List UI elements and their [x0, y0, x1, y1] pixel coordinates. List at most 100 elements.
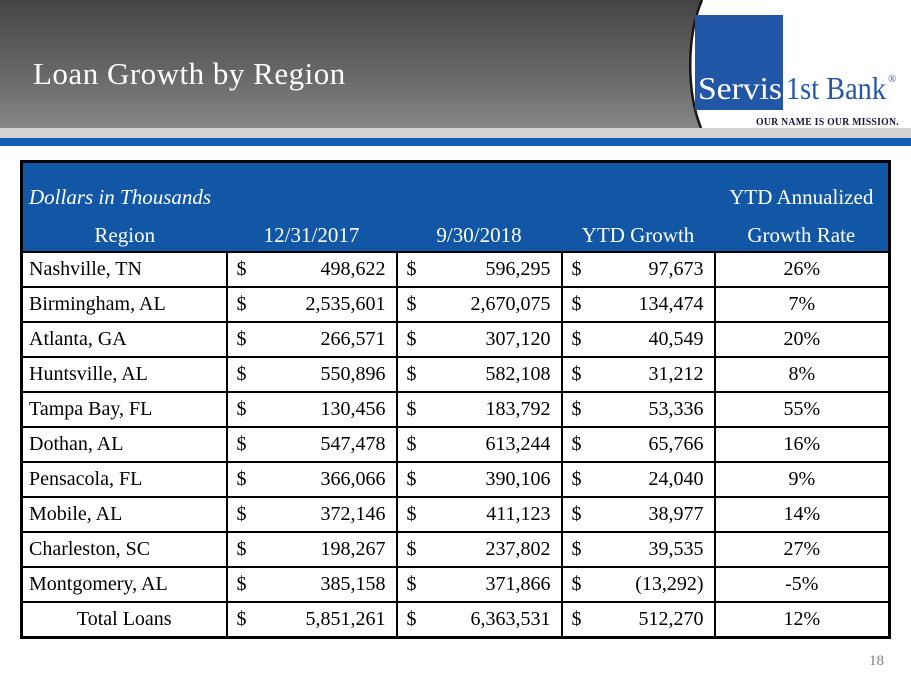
currency-symbol: $ — [406, 608, 417, 630]
currency-symbol: $ — [406, 363, 417, 385]
currency-symbol: $ — [571, 503, 582, 525]
currency-symbol: $ — [571, 433, 582, 455]
currency-symbol: $ — [406, 573, 417, 595]
currency-symbol: $ — [236, 363, 247, 385]
value-text: 266,571 — [320, 328, 386, 350]
value-2018-cell: $582,108 — [395, 356, 563, 393]
value-2017-cell: $547,478 — [225, 426, 398, 463]
ytd-growth-cell: $31,212 — [560, 356, 716, 393]
currency-symbol: $ — [571, 293, 582, 315]
currency-symbol: $ — [571, 398, 582, 420]
growth-rate-cell: 8% — [713, 356, 891, 393]
value-text: 198,267 — [320, 538, 386, 560]
value-2017-cell: $130,456 — [225, 391, 398, 428]
value-text: 390,106 — [485, 468, 551, 490]
currency-symbol: $ — [406, 258, 417, 280]
table-body: Nashville, TN $498,622 $596,295 $97,673 … — [20, 251, 891, 639]
total-growth-rate-cell: 12% — [713, 601, 891, 639]
currency-symbol: $ — [236, 258, 247, 280]
currency-symbol: $ — [236, 538, 247, 560]
region-cell: Dothan, AL — [20, 426, 228, 463]
total-2017-cell: $5,851,261 — [225, 601, 398, 639]
value-text: 613,244 — [485, 433, 551, 455]
accent-stripe-blue — [0, 138, 911, 146]
value-2018-cell: $371,866 — [395, 566, 563, 603]
value-2018-cell: $613,244 — [395, 426, 563, 463]
currency-symbol: $ — [571, 258, 582, 280]
ytd-growth-cell: $53,336 — [560, 391, 716, 428]
region-cell: Nashville, TN — [20, 251, 228, 288]
table-row: Dothan, AL $547,478 $613,244 $65,766 16% — [20, 426, 891, 463]
currency-symbol: $ — [571, 573, 582, 595]
value-text: 547,478 — [320, 433, 386, 455]
value-text: 385,158 — [320, 573, 386, 595]
region-cell: Montgomery, AL — [20, 566, 228, 603]
value-2018-cell: $411,123 — [395, 496, 563, 533]
value-text: 97,673 — [648, 258, 704, 280]
ytd-growth-cell: $134,474 — [560, 286, 716, 323]
value-text: 5,851,261 — [305, 608, 386, 630]
currency-symbol: $ — [236, 328, 247, 350]
page-title: Loan Growth by Region — [33, 56, 346, 91]
value-2018-cell: $307,120 — [395, 321, 563, 358]
ytd-growth-cell: $65,766 — [560, 426, 716, 463]
value-text: 31,212 — [648, 363, 704, 385]
value-text: 411,123 — [486, 503, 551, 525]
total-label-cell: Total Loans — [20, 601, 228, 639]
value-text: 512,270 — [638, 608, 704, 630]
ytd-growth-cell: $ (13,292) — [560, 566, 716, 603]
value-text: 237,802 — [485, 538, 551, 560]
value-text: 498,622 — [320, 258, 386, 280]
value-text: 307,120 — [485, 328, 551, 350]
servisfirst-bank-logo: Servis 1st Bank ® OUR NAME IS OUR MISSIO… — [689, 0, 911, 128]
value-text: 183,792 — [485, 398, 551, 420]
growth-rate-cell: 20% — [713, 321, 891, 358]
value-text: 2,670,075 — [470, 293, 551, 315]
currency-symbol: $ — [406, 433, 417, 455]
ytd-growth-cell: $39,535 — [560, 531, 716, 568]
currency-symbol: $ — [571, 468, 582, 490]
region-cell: Charleston, SC — [20, 531, 228, 568]
currency-symbol: $ — [571, 363, 582, 385]
column-header-growth-rate: Growth Rate — [714, 213, 890, 252]
growth-rate-cell: 27% — [713, 531, 891, 568]
accent-stripe-gray — [0, 128, 911, 138]
growth-rate-cell: 7% — [713, 286, 891, 323]
ytd-growth-cell: $97,673 — [560, 251, 716, 288]
table-header-row-units: Dollars in Thousands YTD Annualized — [21, 161, 890, 213]
ytd-growth-cell: $40,549 — [560, 321, 716, 358]
table-row: Tampa Bay, FL $130,456 $183,792 $53,336 … — [20, 391, 891, 428]
logo-tagline: OUR NAME IS OUR MISSION. — [756, 116, 899, 128]
table-row: Montgomery, AL $385,158 $371,866 $ (13,29… — [20, 566, 891, 603]
value-text: 24,040 — [648, 468, 704, 490]
currency-symbol: $ — [406, 398, 417, 420]
column-header-2018: 9/30/2018 — [396, 213, 562, 252]
value-text: 596,295 — [485, 258, 551, 280]
value-text: 65,766 — [648, 433, 704, 455]
region-cell: Huntsville, AL — [20, 356, 228, 393]
value-text: 372,146 — [320, 503, 386, 525]
currency-symbol: $ — [406, 538, 417, 560]
ytd-growth-cell: $38,977 — [560, 496, 716, 533]
value-2017-cell: $2,535,601 — [225, 286, 398, 323]
column-header-region: Region — [21, 213, 227, 252]
region-cell: Pensacola, FL — [20, 461, 228, 498]
region-cell: Birmingham, AL — [20, 286, 228, 323]
currency-symbol: $ — [236, 293, 247, 315]
currency-symbol: $ — [406, 293, 417, 315]
logo-text-servis: Servis — [698, 70, 782, 106]
column-header-2017: 12/31/2017 — [226, 213, 397, 252]
value-text: 38,977 — [648, 503, 704, 525]
value-text: 2,535,601 — [305, 293, 386, 315]
region-cell: Mobile, AL — [20, 496, 228, 533]
table-row: Mobile, AL $372,146 $411,123 $38,977 14% — [20, 496, 891, 533]
value-2017-cell: $385,158 — [225, 566, 398, 603]
currency-symbol: $ — [406, 468, 417, 490]
currency-symbol: $ — [571, 608, 582, 630]
currency-symbol: $ — [571, 328, 582, 350]
value-text: 53,336 — [648, 398, 704, 420]
units-label: Dollars in Thousands — [21, 161, 715, 213]
value-2018-cell: $183,792 — [395, 391, 563, 428]
page-number: 18 — [869, 653, 884, 669]
currency-symbol: $ — [236, 398, 247, 420]
